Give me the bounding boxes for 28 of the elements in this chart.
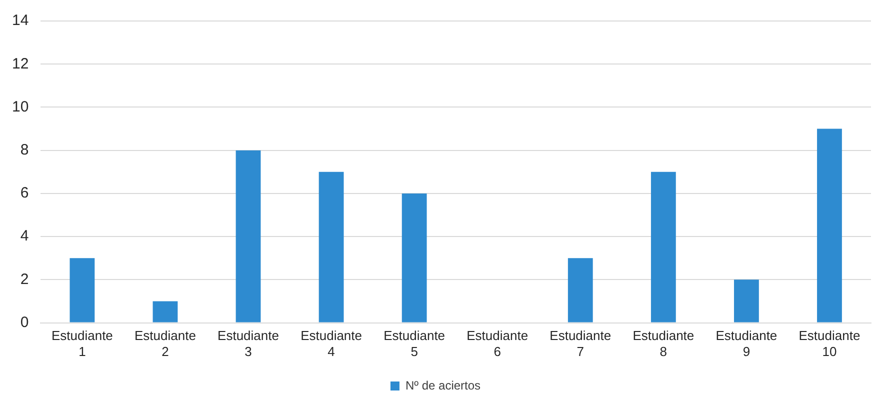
- y-tick-label: 6: [20, 184, 29, 202]
- y-tick-label: 0: [20, 314, 29, 331]
- x-tick-label: Estudiante 1: [51, 328, 113, 359]
- x-tick-label: Estudiante 3: [218, 328, 279, 359]
- x-tick-label: Estudiante 6: [466, 328, 528, 359]
- bar: [650, 172, 676, 322]
- y-tick-label: 12: [12, 55, 29, 72]
- y-tick-label: 2: [20, 270, 29, 288]
- y-tick-label: 4: [20, 228, 29, 245]
- y-tick-label: 14: [12, 12, 29, 30]
- bar: [318, 172, 344, 322]
- y-tick-label: 8: [20, 141, 29, 158]
- legend-label: Nº de aciertos: [405, 378, 481, 392]
- bar: [402, 193, 427, 322]
- x-tick-label: Estudiante 10: [798, 328, 860, 359]
- y-tick-label: 10: [12, 98, 29, 116]
- x-tick-label: Estudiante 7: [550, 328, 612, 359]
- bar: [152, 301, 178, 322]
- x-tick-label: Estudiante 2: [134, 328, 196, 359]
- x-tick-label: Estudiante 9: [716, 328, 778, 359]
- bar: [817, 128, 842, 322]
- x-tick-label: Estudiante 8: [632, 328, 694, 359]
- bar: [236, 150, 261, 322]
- x-tick-label: Estudiante 5: [384, 328, 446, 359]
- bar: [734, 280, 759, 322]
- x-tick-label: Estudiante 4: [300, 328, 362, 359]
- bar: [70, 258, 95, 322]
- bar: [568, 258, 593, 322]
